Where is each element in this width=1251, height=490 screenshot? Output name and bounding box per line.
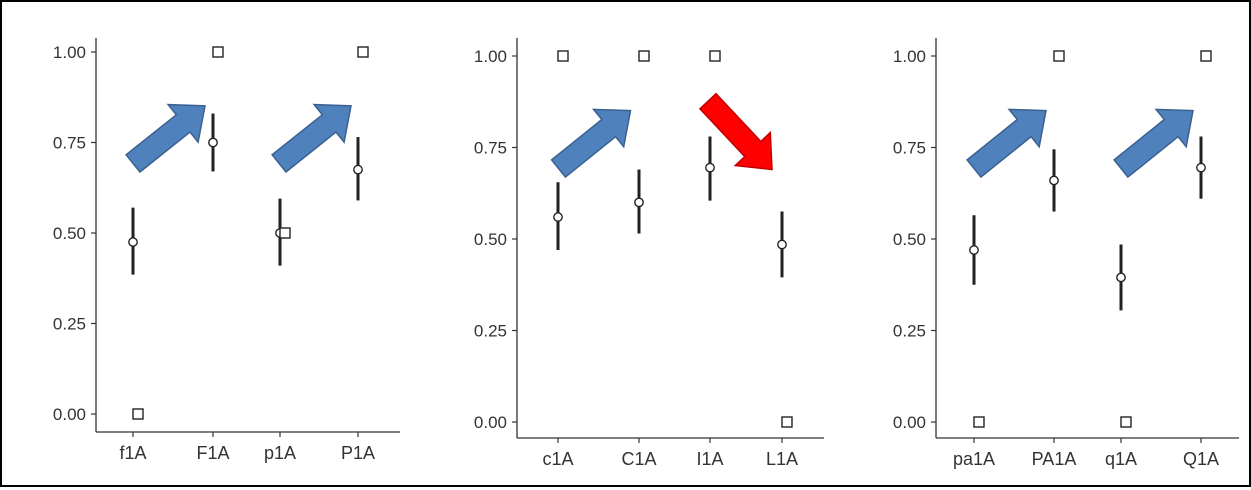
observed-square (212, 46, 224, 58)
x-tick-label: p1A (264, 443, 296, 463)
observed-square (638, 50, 650, 62)
y-tick-label: 0.00 (893, 413, 926, 432)
mean-point (634, 197, 644, 208)
observed-square (973, 416, 985, 428)
x-tick-label: F1A (196, 443, 229, 463)
observed-square (357, 46, 369, 58)
panel-2: 0.00 0.25 0.50 0.75 1.00 c1A C1A I1A L1A (474, 38, 824, 469)
y-tick-label: 0.75 (474, 139, 507, 158)
mean-point (1116, 272, 1126, 283)
observed-square (1053, 50, 1065, 62)
arrow-down-2 (698, 92, 773, 171)
panel-1: 0.00 0.25 0.50 0.75 1.00 f1A F1A p1A P1A (53, 38, 400, 463)
arrow-up-2 (1113, 108, 1194, 179)
x-tick-label: c1A (542, 449, 573, 469)
y-tick-label: 1.00 (53, 43, 86, 62)
arrow-up-1 (966, 108, 1047, 179)
x-tick-label: f1A (119, 443, 146, 463)
x-tick-label: L1A (766, 449, 798, 469)
y-tick-label: 0.75 (893, 139, 926, 158)
arrow-up-1 (550, 108, 632, 179)
y-tick-label: 0.50 (893, 230, 926, 249)
mean-point (353, 164, 363, 175)
mean-point (128, 237, 138, 247)
mean-point (969, 245, 979, 255)
x-tick-label: Q1A (1183, 449, 1219, 469)
panel-3: 0.00 0.25 0.50 0.75 1.00 pa1A PA1A q1A Q1A (893, 38, 1239, 469)
x-tick-label: C1A (621, 449, 656, 469)
mean-point (553, 212, 563, 222)
observed-square (557, 50, 569, 62)
y-tick-label: 1.00 (474, 47, 507, 66)
mean-point (777, 239, 787, 250)
x-tick-label: PA1A (1032, 449, 1077, 469)
y-tick-label: 0.25 (893, 322, 926, 341)
y-tick-label: 0.25 (53, 315, 86, 334)
mean-point (705, 162, 715, 173)
mean-point (208, 137, 218, 148)
x-tick-label: q1A (1105, 449, 1137, 469)
observed-square (132, 408, 144, 420)
mean-point (1196, 162, 1206, 173)
x-tick-label: I1A (696, 449, 723, 469)
observed-square (781, 416, 793, 428)
y-tick-label: 0.00 (53, 405, 86, 424)
y-tick-label: 0.50 (53, 224, 86, 243)
x-tick-label: pa1A (953, 449, 995, 469)
observed-square (709, 50, 721, 62)
y-tick-label: 0.50 (474, 230, 507, 249)
observed-square (1200, 50, 1212, 62)
y-tick-label: 0.25 (474, 322, 507, 341)
arrow-up-1 (125, 103, 206, 174)
x-tick-label: P1A (341, 443, 375, 463)
mean-point (1049, 175, 1059, 186)
arrow-up-2 (271, 103, 352, 174)
y-tick-label: 0.75 (53, 134, 86, 153)
y-tick-label: 1.00 (893, 47, 926, 66)
y-tick-label: 0.00 (474, 413, 507, 432)
observed-square (279, 227, 291, 239)
observed-square (1120, 416, 1132, 428)
